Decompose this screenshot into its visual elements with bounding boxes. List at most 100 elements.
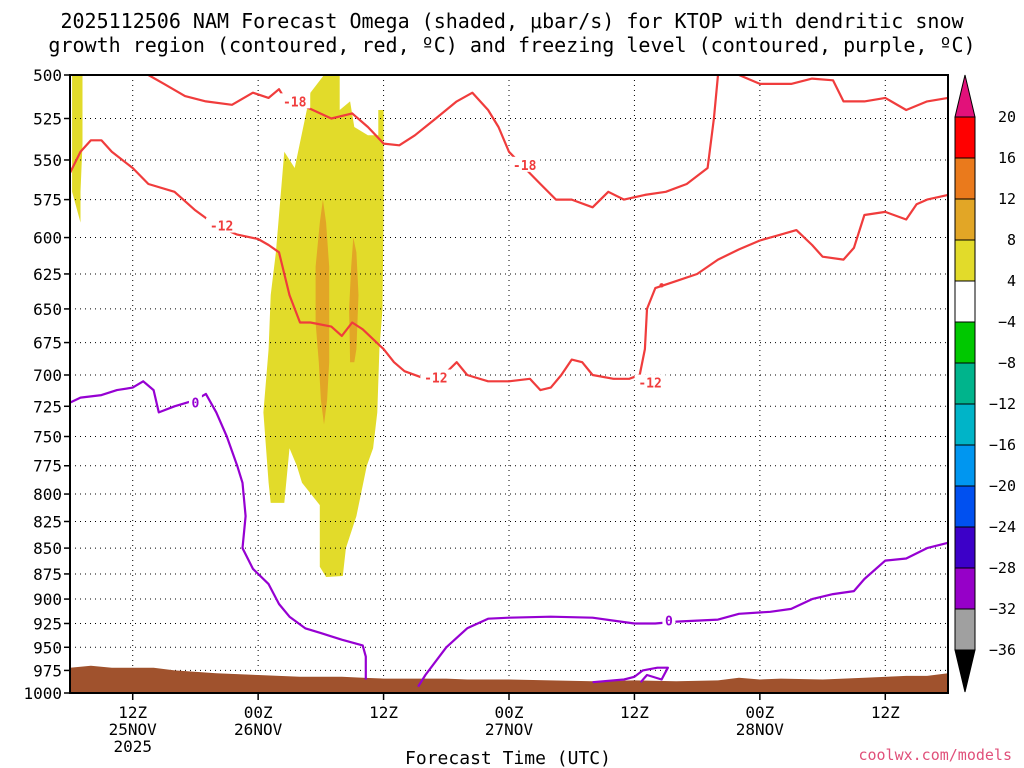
contour-label: -12 bbox=[638, 377, 661, 392]
x-tick-label: 2025 bbox=[113, 737, 152, 756]
credit-text: coolwx.com/models bbox=[858, 746, 1012, 764]
y-tick-label: 775 bbox=[33, 457, 62, 476]
colorbar-label: −12 bbox=[989, 395, 1016, 413]
colorbar-label: −20 bbox=[989, 477, 1016, 495]
colorbar-label: −36 bbox=[989, 641, 1016, 659]
x-tick-label: 12Z bbox=[118, 703, 147, 722]
y-tick-label: 525 bbox=[33, 110, 62, 129]
y-tick-label: 550 bbox=[33, 151, 62, 170]
y-tick-label: 750 bbox=[33, 428, 62, 447]
colorbar-label: −16 bbox=[989, 436, 1016, 454]
omega-region-orange-core1 bbox=[315, 199, 330, 425]
colorbar-label: 20 bbox=[998, 108, 1016, 126]
x-tick-label: 25NOV bbox=[109, 720, 158, 739]
colorbar-label: −24 bbox=[989, 518, 1016, 536]
y-tick-label: 825 bbox=[33, 512, 62, 531]
colorbar-bottom-arrow bbox=[954, 649, 976, 693]
x-tick-label: 27NOV bbox=[485, 720, 534, 739]
terrain-fill bbox=[70, 665, 948, 693]
y-tick-label: 600 bbox=[33, 229, 62, 248]
colorbar-label: 16 bbox=[998, 149, 1016, 167]
contour-label-bg bbox=[662, 612, 676, 628]
colorbar-label: 8 bbox=[1007, 231, 1016, 249]
colorbar-label: −28 bbox=[989, 559, 1016, 577]
x-tick-label: 28NOV bbox=[736, 720, 785, 739]
colorbar-segment bbox=[954, 526, 976, 569]
y-tick-label: 850 bbox=[33, 539, 62, 558]
grid-lines bbox=[70, 75, 948, 693]
contour-label-bg bbox=[420, 369, 452, 385]
colorbar-segment bbox=[954, 608, 976, 651]
colorbar-segment bbox=[954, 280, 976, 323]
contour-label-bg bbox=[279, 93, 311, 109]
omega-region-yellow-left bbox=[72, 75, 83, 223]
x-axis-label: Forecast Time (UTC) bbox=[405, 748, 611, 768]
colorbar-segment bbox=[954, 116, 976, 159]
colorbar-label: 12 bbox=[998, 190, 1016, 208]
y-tick-label: 925 bbox=[33, 614, 62, 633]
colorbar-segment bbox=[954, 198, 976, 241]
contour-label: -18 bbox=[283, 95, 307, 110]
isotherm-freezing-level-lower bbox=[417, 541, 949, 688]
x-tick-label: 12Z bbox=[620, 703, 649, 722]
y-tick-label: 700 bbox=[33, 366, 62, 385]
terrain-layer bbox=[70, 665, 948, 693]
chart-title-line1: 2025112506 NAM Forecast Omega (shaded, μ… bbox=[60, 9, 964, 33]
colorbar-segment bbox=[954, 321, 976, 364]
y-tick-label: 625 bbox=[33, 265, 62, 284]
y-tick-label: 650 bbox=[33, 300, 62, 319]
contour-label-bg bbox=[509, 156, 541, 172]
colorbar-label: −8 bbox=[998, 354, 1016, 372]
y-tick-label: 1000 bbox=[23, 684, 62, 703]
y-tick-label: 800 bbox=[33, 485, 62, 504]
colorbar: 20 16 12 8 4 −4 −8 −12 −16 −20 −24 −28 −32 −36 bbox=[954, 74, 1016, 693]
y-tick-label: 975 bbox=[33, 661, 62, 680]
colorbar-segment bbox=[954, 403, 976, 446]
x-tick-label: 26NOV bbox=[234, 720, 283, 739]
contour-label-bg bbox=[188, 394, 202, 410]
contour-label: -18 bbox=[513, 159, 537, 174]
x-tick-label: 12Z bbox=[871, 703, 900, 722]
x-tick-label: 00Z bbox=[745, 703, 774, 722]
isotherm-minus18-upper-right bbox=[738, 73, 949, 112]
y-tick-label: 875 bbox=[33, 565, 62, 584]
plot-area: -18 -18 -12 -12 -12 0 0 bbox=[69, 73, 949, 694]
x-tick-label: 12Z bbox=[369, 703, 398, 722]
colorbar-top-arrow bbox=[954, 74, 976, 118]
colorbar-segment bbox=[954, 362, 976, 405]
isotherm-dot bbox=[659, 283, 664, 288]
isotherm-freezing-level-main bbox=[69, 380, 367, 680]
colorbar-segment bbox=[954, 567, 976, 610]
y-tick-label: 675 bbox=[33, 334, 62, 353]
chart-title-line2: growth region (contoured, red, ºC) and f… bbox=[48, 33, 975, 57]
colorbar-label: −32 bbox=[989, 600, 1016, 618]
contour-label-bg bbox=[634, 374, 666, 390]
contour-layer bbox=[69, 73, 949, 688]
colorbar-segment bbox=[954, 239, 976, 282]
contour-label-layer: -18 -18 -12 -12 -12 0 0 bbox=[188, 93, 676, 630]
colorbar-segment bbox=[954, 157, 976, 200]
y-tick-label: 725 bbox=[33, 397, 62, 416]
x-tick-label: 00Z bbox=[244, 703, 273, 722]
contour-label: 0 bbox=[665, 615, 673, 630]
y-tick-label: 575 bbox=[33, 191, 62, 210]
isotherm-minus18-upper-left bbox=[147, 74, 720, 209]
y-tick-label: 900 bbox=[33, 590, 62, 609]
contour-label-bg bbox=[206, 217, 238, 233]
colorbar-label: −4 bbox=[998, 313, 1016, 331]
colorbar-segment bbox=[954, 444, 976, 487]
y-axis: 500 525 550 575 600 625 650 675 700 725 750 775 800 8… bbox=[23, 66, 70, 703]
x-tick-label: 00Z bbox=[495, 703, 524, 722]
omega-region-orange-core2 bbox=[349, 237, 359, 363]
colorbar-label: 4 bbox=[1007, 272, 1016, 290]
contour-label: -12 bbox=[210, 220, 233, 235]
y-tick-label: 950 bbox=[33, 638, 62, 657]
isotherm-minus12 bbox=[69, 139, 949, 392]
contour-label: -12 bbox=[424, 372, 447, 387]
contour-label: 0 bbox=[192, 397, 200, 412]
isotherm-freezing-level-small bbox=[592, 666, 670, 684]
y-tick-label: 500 bbox=[33, 66, 62, 85]
colorbar-segment bbox=[954, 485, 976, 528]
